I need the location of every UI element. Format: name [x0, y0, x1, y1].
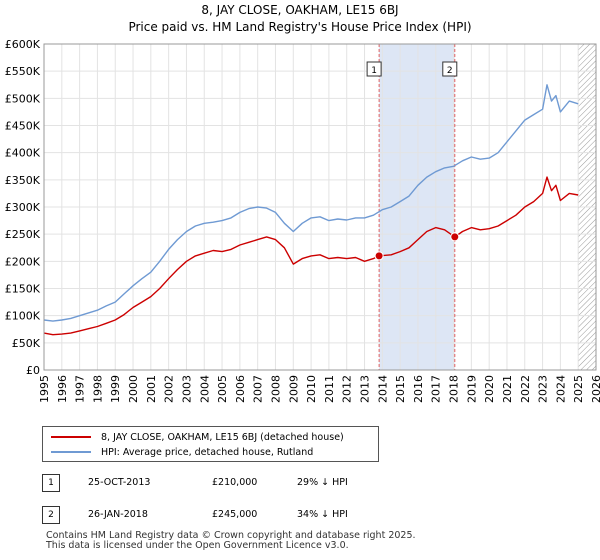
x-tick-label: 2008: [269, 375, 282, 403]
x-tick-label: 2005: [216, 375, 229, 403]
legend-item-hpi: HPI: Average price, detached house, Rutl…: [51, 445, 313, 459]
footer: Contains HM Land Registry data © Crown c…: [46, 531, 416, 551]
sale-hpi-diff: 29% ↓ HPI: [297, 477, 348, 488]
y-tick-label: £600K: [5, 38, 41, 51]
x-tick-label: 2007: [252, 375, 265, 403]
sale-date: 25-OCT-2013: [88, 477, 151, 488]
x-tick-label: 2003: [180, 375, 193, 403]
legend-item-property: 8, JAY CLOSE, OAKHAM, LE15 6BJ (detached…: [51, 430, 344, 444]
y-tick-label: £350K: [5, 174, 41, 187]
sale-price: £245,000: [212, 509, 258, 520]
x-tick-label: 2019: [465, 375, 478, 403]
sale-label-box: [442, 61, 458, 77]
footer-copyright: Contains HM Land Registry data © Crown c…: [46, 530, 416, 541]
plot-frame: [43, 43, 597, 371]
x-tick-label: 2026: [590, 375, 600, 403]
x-tick-label: 1996: [56, 375, 69, 403]
sale-row: 1 25-OCT-2013 £210,000 29% ↓ HPI: [42, 474, 462, 506]
legend-swatch-hpi: [51, 451, 91, 453]
x-tick-label: 2016: [412, 375, 425, 403]
sale-hpi-diff: 34% ↓ HPI: [297, 509, 348, 520]
y-tick-label: £100K: [5, 310, 41, 323]
x-tick-label: 2010: [305, 375, 318, 403]
sale-label-box: [366, 61, 382, 77]
x-tick-label: 2004: [198, 375, 211, 403]
y-tick-label: £550K: [5, 65, 41, 78]
sale-point: [450, 232, 460, 242]
x-tick-label: 1999: [109, 375, 122, 403]
x-tick-label: 2024: [554, 375, 567, 403]
sales-table: 1 25-OCT-2013 £210,000 29% ↓ HPI 2 26-JA…: [42, 474, 462, 538]
y-tick-label: £450K: [5, 120, 41, 133]
x-tick-label: 2009: [287, 375, 300, 403]
sale-label: 2: [447, 66, 453, 76]
y-tick-label: £300K: [5, 201, 41, 214]
x-tick-label: 2020: [483, 375, 496, 403]
x-tick-label: 2001: [145, 375, 158, 403]
y-tick-label: £0: [26, 364, 40, 377]
x-tick-label: 2012: [341, 375, 354, 403]
chart-subtitle: Price paid vs. HM Land Registry's House …: [128, 20, 472, 34]
sale-price: £210,000: [212, 477, 258, 488]
sale-number-badge: 2: [42, 506, 60, 524]
sale-row: 2 26-JAN-2018 £245,000 34% ↓ HPI: [42, 506, 462, 538]
x-tick-label: 2014: [376, 375, 389, 403]
x-tick-label: 2018: [448, 375, 461, 403]
sale-point: [374, 251, 384, 261]
footer-licence: This data is licensed under the Open Gov…: [46, 540, 349, 551]
y-tick-label: £500K: [5, 92, 41, 105]
x-tick-label: 1998: [91, 375, 104, 403]
x-tick-label: 2000: [127, 375, 140, 403]
chart-title: 8, JAY CLOSE, OAKHAM, LE15 6BJ: [201, 3, 399, 17]
x-tick-label: 2011: [323, 375, 336, 403]
x-tick-label: 2022: [519, 375, 532, 403]
legend-label-hpi: HPI: Average price, detached house, Rutl…: [101, 446, 314, 458]
x-tick-label: 2025: [572, 375, 585, 403]
y-tick-label: £400K: [5, 147, 41, 160]
legend: 8, JAY CLOSE, OAKHAM, LE15 6BJ (detached…: [42, 426, 379, 462]
sale-date: 26-JAN-2018: [88, 509, 148, 520]
x-tick-label: 2006: [234, 375, 247, 403]
y-tick-label: £50K: [12, 337, 41, 350]
hpi-series-line: [43, 84, 579, 322]
y-tick-label: £200K: [5, 255, 41, 268]
x-tick-label: 1995: [38, 375, 51, 403]
x-tick-label: 2015: [394, 375, 407, 403]
x-tick-label: 2021: [501, 375, 514, 403]
y-tick-label: £250K: [5, 228, 41, 241]
x-tick-label: 2013: [359, 375, 372, 403]
x-tick-label: 2017: [430, 375, 443, 403]
legend-label-property: 8, JAY CLOSE, OAKHAM, LE15 6BJ (detached…: [101, 431, 344, 443]
price-chart: £0 £50K £100K £150K £200K £250K £300K £350K £400…: [5, 38, 600, 403]
sale-number-badge: 1: [42, 474, 60, 492]
x-tick-label: 1997: [74, 375, 87, 403]
property-series-line: [43, 176, 579, 336]
x-tick-label: 2002: [163, 375, 176, 403]
y-tick-label: £150K: [5, 283, 41, 296]
sale-label: 1: [371, 66, 377, 76]
x-tick-label: 2023: [537, 375, 550, 403]
legend-swatch-property: [51, 436, 91, 438]
